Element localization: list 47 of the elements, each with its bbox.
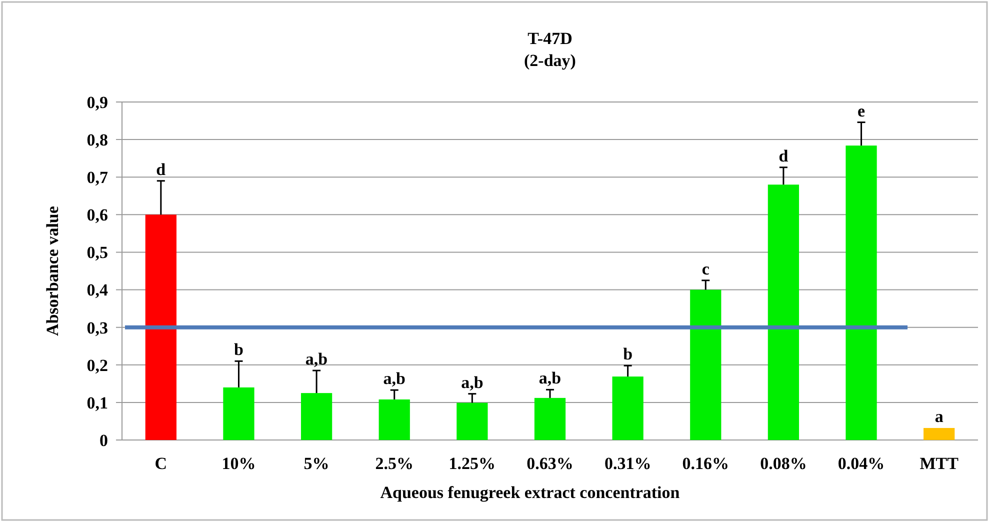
bar (378, 399, 410, 440)
x-tick-label: 0.16% (682, 454, 730, 473)
x-tick-label: MTT (920, 454, 960, 473)
y-tick-label: 0,9 (86, 92, 108, 112)
y-tick-label: 0,3 (86, 318, 108, 338)
x-tick-label: 1.25% (448, 454, 496, 473)
bar (145, 214, 176, 440)
x-tick-label: 10% (222, 454, 256, 473)
bar (456, 402, 488, 440)
x-tick-label: 0.08% (760, 454, 807, 473)
y-axis-title: Absorbance value (43, 206, 62, 336)
y-tick-label: 0,2 (86, 356, 108, 375)
x-tick-label: 2.5% (375, 454, 414, 473)
x-tick-label: 0.31% (604, 454, 652, 473)
bar (768, 184, 800, 440)
bar (690, 290, 722, 440)
chart-title: T-47D (528, 29, 572, 48)
annotation: b (623, 344, 633, 364)
bar (300, 393, 332, 440)
y-tick-label: 0,6 (86, 206, 108, 225)
bar (612, 376, 644, 440)
x-tick-label: 5% (304, 454, 330, 473)
annotation: d (778, 146, 789, 166)
bar (846, 146, 877, 440)
y-tick-label: 0,5 (86, 243, 108, 262)
chart-subtitle: (2-day) (524, 51, 576, 70)
annotation: a,b (461, 372, 484, 392)
bar (534, 398, 566, 440)
x-tick-label: 0.04% (838, 454, 885, 473)
y-tick-label: 0,7 (86, 168, 108, 188)
bar (223, 387, 254, 440)
bar (924, 428, 955, 440)
annotation: a,b (305, 350, 328, 369)
annotation: a,b (383, 369, 406, 388)
annotation: a (934, 406, 944, 426)
annotation: e (858, 101, 866, 120)
annotation: d (156, 160, 166, 179)
y-tick-label: 0,8 (86, 130, 108, 150)
y-tick-label: 0,4 (86, 280, 108, 300)
y-tick-label: 0,1 (86, 393, 108, 412)
y-tick-label: 0 (100, 430, 108, 450)
annotation: b (234, 340, 244, 360)
x-axis-title: Aqueous fenugreek extract concentration (380, 483, 680, 502)
x-tick-label: C (154, 454, 168, 473)
annotation: c (702, 259, 710, 278)
x-tick-label: 0.63% (526, 454, 574, 473)
annotation: a,b (538, 368, 562, 388)
